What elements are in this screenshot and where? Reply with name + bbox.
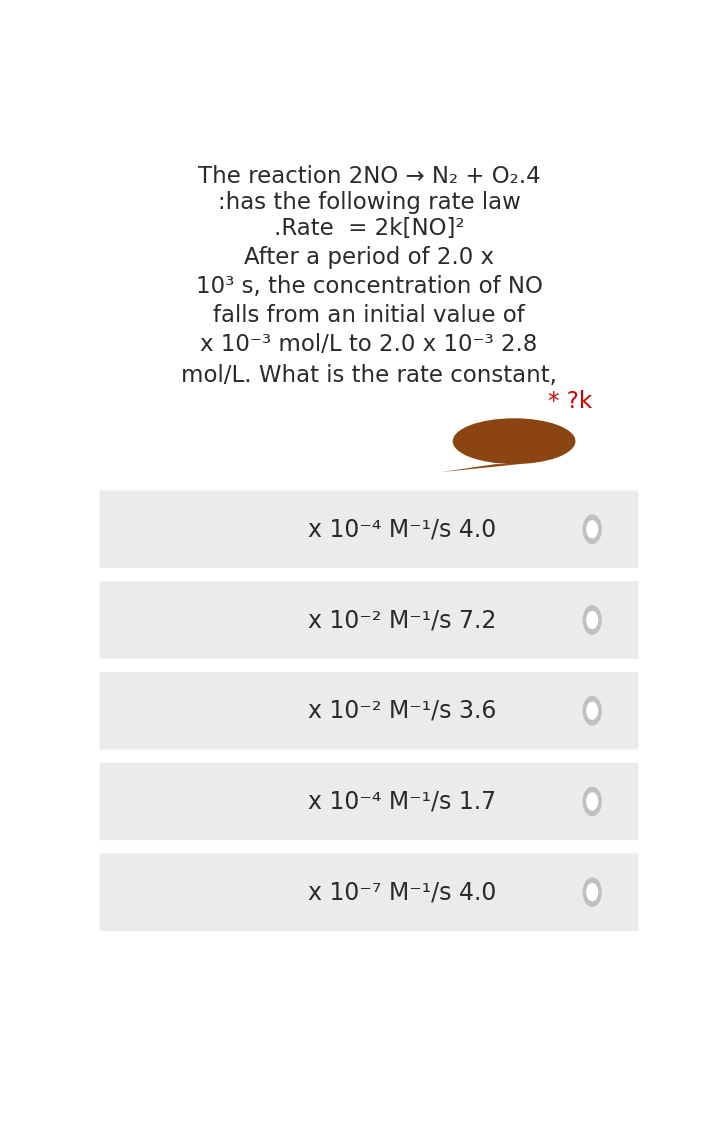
Circle shape <box>587 702 598 720</box>
Circle shape <box>587 612 598 628</box>
FancyBboxPatch shape <box>99 581 639 659</box>
Text: After a period of 2.0 x: After a period of 2.0 x <box>244 246 494 269</box>
Circle shape <box>583 879 601 906</box>
Polygon shape <box>441 464 521 472</box>
Text: x 10⁻² M⁻¹/s 3.6: x 10⁻² M⁻¹/s 3.6 <box>308 699 497 723</box>
Circle shape <box>583 697 601 725</box>
Text: x 10⁻⁴ M⁻¹/s 1.7: x 10⁻⁴ M⁻¹/s 1.7 <box>308 789 497 813</box>
Text: * ?k: * ?k <box>548 390 593 413</box>
Text: x 10⁻⁷ M⁻¹/s 4.0: x 10⁻⁷ M⁻¹/s 4.0 <box>308 880 497 904</box>
Text: .Rate  = 2k[NO]²: .Rate = 2k[NO]² <box>274 216 464 239</box>
FancyBboxPatch shape <box>99 491 639 569</box>
Text: x 10⁻² M⁻¹/s 7.2: x 10⁻² M⁻¹/s 7.2 <box>308 607 497 631</box>
Text: falls from an initial value of: falls from an initial value of <box>213 303 525 327</box>
Circle shape <box>587 883 598 900</box>
Text: x 10⁻⁴ M⁻¹/s 4.0: x 10⁻⁴ M⁻¹/s 4.0 <box>308 517 497 541</box>
Text: :has the following rate law: :has the following rate law <box>217 191 521 214</box>
Text: The reaction 2NO → N₂ + O₂.4: The reaction 2NO → N₂ + O₂.4 <box>198 166 540 189</box>
Circle shape <box>583 606 601 634</box>
Text: mol/L. What is the rate constant,: mol/L. What is the rate constant, <box>181 364 557 387</box>
Circle shape <box>587 521 598 538</box>
FancyBboxPatch shape <box>99 763 639 840</box>
Circle shape <box>583 787 601 816</box>
Circle shape <box>583 515 601 543</box>
Circle shape <box>587 793 598 810</box>
FancyBboxPatch shape <box>99 853 639 931</box>
Text: 10³ s, the concentration of NO: 10³ s, the concentration of NO <box>196 275 542 297</box>
FancyBboxPatch shape <box>99 672 639 749</box>
Text: x 10⁻³ mol/L to 2.0 x 10⁻³ 2.8: x 10⁻³ mol/L to 2.0 x 10⁻³ 2.8 <box>200 333 538 356</box>
Ellipse shape <box>453 419 575 464</box>
